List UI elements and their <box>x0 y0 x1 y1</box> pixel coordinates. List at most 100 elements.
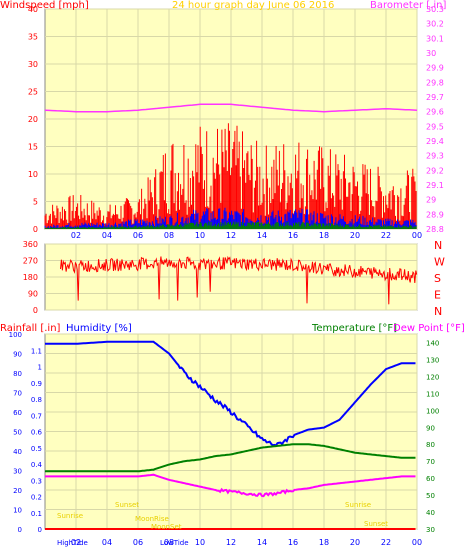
direction-tick-label: 180 <box>23 273 38 282</box>
wind-tick-label: 30 <box>28 60 38 69</box>
high-tide-label: HighTide <box>57 539 88 547</box>
rain-tick-label: 0.1 <box>31 510 42 518</box>
x-tick-label: 00 <box>412 538 422 547</box>
humidity-tick-label: 100 <box>9 331 22 339</box>
humidity-tick-label: 10 <box>13 507 22 515</box>
x-tick-label: 12 <box>226 538 236 547</box>
x-tick-label: 14 <box>257 231 267 240</box>
barometer-label: Barometer [.in] <box>370 0 446 11</box>
temp-tick-label: 60 <box>426 475 435 483</box>
baro-tick-label: 29.7 <box>426 93 444 102</box>
x-tick-label: 20 <box>350 231 360 240</box>
rain-tick-label: 0.8 <box>31 396 42 404</box>
humidity-tick-label: 60 <box>13 409 22 417</box>
wind-lull-series <box>44 221 417 229</box>
temp-tick-label: 80 <box>426 441 435 449</box>
baro-tick-label: 28.8 <box>426 225 444 234</box>
dewpoint-label: Dew Point [°F] <box>393 323 465 334</box>
humidity-label: Humidity [%] <box>66 323 132 334</box>
compass-label: E <box>434 289 441 302</box>
humidity-tick-label: 70 <box>13 390 22 398</box>
rain-tick-label: 0.7 <box>31 412 42 420</box>
temp-tick-label: 130 <box>426 356 439 364</box>
rain-tick-label: 0 <box>38 526 42 534</box>
x-tick-label: 14 <box>257 538 267 547</box>
wind-tick-label: 25 <box>28 88 38 97</box>
sun-event-label: Sunset <box>115 501 139 509</box>
humidity-tick-label: 40 <box>13 448 22 456</box>
x-tick-label: 06 <box>133 231 143 240</box>
x-tick-label: 04 <box>102 231 112 240</box>
baro-tick-label: 29.9 <box>426 64 444 73</box>
x-tick-label: 10 <box>195 538 205 547</box>
temp-tick-label: 120 <box>426 373 439 381</box>
temperature-line <box>45 443 416 473</box>
low-tide-label: LowTide <box>160 539 189 547</box>
humidity-tick-label: 90 <box>13 351 22 359</box>
x-tick-label: 10 <box>195 231 205 240</box>
sun-event-label: Sunrise <box>57 512 83 520</box>
x-tick-label: 18 <box>319 538 329 547</box>
baro-tick-label: 29.2 <box>426 166 444 175</box>
sun-event-label: Sunset <box>364 520 388 528</box>
baro-tick-label: 30.2 <box>426 20 444 29</box>
baro-tick-label: 29.4 <box>426 137 444 146</box>
humidity-tick-label: 80 <box>13 370 22 378</box>
moon-set-label: MoonSet <box>151 523 182 531</box>
humidity-line <box>45 340 416 447</box>
baro-tick-label: 29.3 <box>426 152 444 161</box>
barometer-line <box>44 103 418 113</box>
baro-tick-label: 29.6 <box>426 108 444 117</box>
wind-tick-label: 5 <box>33 198 38 207</box>
baro-tick-label: 28.9 <box>426 210 444 219</box>
x-tick-label: 12 <box>226 231 236 240</box>
baro-tick-label: 30.1 <box>426 34 444 43</box>
rain-tick-label: 1 <box>38 364 42 372</box>
x-tick-label: 22 <box>381 538 391 547</box>
compass-label: W <box>434 256 445 269</box>
rain-tick-label: 0.9 <box>31 380 42 388</box>
temp-tick-label: 90 <box>426 424 435 432</box>
baro-tick-label: 29.8 <box>426 78 444 87</box>
sun-event-label: Sunrise <box>345 501 371 509</box>
x-tick-label: 02 <box>71 231 81 240</box>
direction-tick-label: 360 <box>23 240 38 249</box>
wind-tick-label: 40 <box>28 5 38 14</box>
x-tick-label: 18 <box>319 231 329 240</box>
baro-tick-label: 29 <box>426 196 436 205</box>
wind-tick-label: 10 <box>28 170 38 179</box>
moon-rise-label: MoonRise <box>135 515 169 523</box>
rain-tick-label: 0.2 <box>31 494 42 502</box>
humidity-tick-label: 0 <box>18 526 22 534</box>
direction-tick-label: 270 <box>23 257 38 266</box>
dew-point-line <box>45 473 416 498</box>
baro-tick-label: 29.1 <box>426 181 444 190</box>
direction-tick-label: 0 <box>33 306 38 315</box>
x-tick-label: 20 <box>350 538 360 547</box>
direction-tick-label: 90 <box>28 290 38 299</box>
temp-tick-label: 30 <box>426 526 435 534</box>
rain-tick-label: 0.6 <box>31 429 43 437</box>
baro-tick-label: 29.5 <box>426 122 444 131</box>
temp-tick-label: 100 <box>426 407 439 415</box>
x-tick-label: 04 <box>102 538 112 547</box>
compass-label: N <box>434 239 442 252</box>
temp-tick-label: 50 <box>426 492 435 500</box>
wind-tick-label: 35 <box>28 33 38 42</box>
compass-label: N <box>434 305 442 318</box>
wind-tick-label: 20 <box>28 115 38 124</box>
humidity-tick-label: 30 <box>13 468 22 476</box>
x-tick-label: 06 <box>133 538 143 547</box>
temp-tick-label: 110 <box>426 390 439 398</box>
x-tick-label: 16 <box>288 538 298 547</box>
temp-tick-label: 70 <box>426 458 435 466</box>
x-tick-label: 02 <box>71 538 81 547</box>
humidity-tick-label: 50 <box>13 429 22 437</box>
chart-title: 24 hour graph day June 06 2016 <box>172 0 334 11</box>
temp-tick-label: 140 <box>426 339 439 347</box>
baro-tick-label: 30.3 <box>426 5 444 14</box>
baro-tick-label: 30 <box>426 49 436 58</box>
x-tick-label: 08 <box>164 538 174 547</box>
wind-tick-label: 15 <box>28 143 38 152</box>
